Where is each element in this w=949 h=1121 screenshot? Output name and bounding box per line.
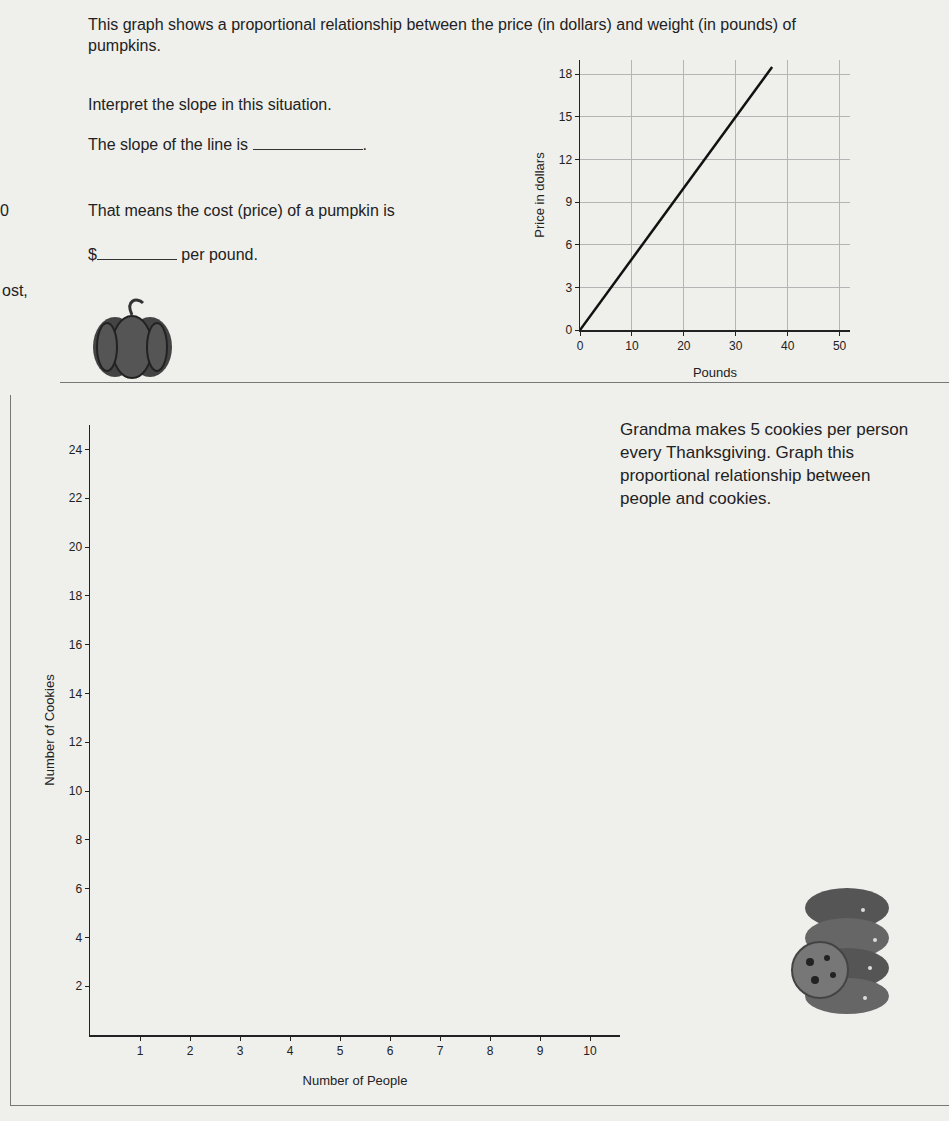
svg-text:16: 16 <box>69 638 83 652</box>
html-text:That means the cost (price) of: That means the cost (price) of a pumpkin… <box>88 202 395 219</box>
svg-text:10: 10 <box>625 339 639 353</box>
html-text:Interpret the slope in this si: Interpret the slope in this situation. <box>88 96 332 113</box>
svg-text:10: 10 <box>583 1044 597 1058</box>
svg-text:0: 0 <box>565 323 572 337</box>
svg-text:18: 18 <box>69 589 83 603</box>
svg-text:20: 20 <box>69 540 83 554</box>
svg-text:9: 9 <box>537 1044 544 1058</box>
html-text:per pound.: per pound. <box>181 246 258 263</box>
svg-text:10: 10 <box>69 784 83 798</box>
svg-text:8: 8 <box>75 833 82 847</box>
svg-text:4: 4 <box>75 931 82 945</box>
svg-text:20: 20 <box>677 339 691 353</box>
svg-text:30: 30 <box>729 339 743 353</box>
svg-text:5: 5 <box>337 1044 344 1058</box>
html-text:Grandma makes 5 cookies per pe: Grandma makes 5 cookies per person every… <box>620 420 909 508</box>
svg-text:Price in dollars: Price in dollars <box>532 152 547 238</box>
svg-text:2: 2 <box>187 1044 194 1058</box>
svg-text:8: 8 <box>487 1044 494 1058</box>
svg-text:7: 7 <box>437 1044 444 1058</box>
svg-text:50: 50 <box>833 339 847 353</box>
svg-text:4: 4 <box>287 1044 294 1058</box>
svg-text:Number of Cookies: Number of Cookies <box>42 674 57 786</box>
svg-text:0: 0 <box>577 339 584 353</box>
html-text:The slope of the line is: The slope of the line is <box>88 136 249 153</box>
svg-text:12: 12 <box>559 153 573 167</box>
svg-text:Number of People: Number of People <box>303 1073 408 1088</box>
svg-text:1: 1 <box>137 1044 144 1058</box>
svg-text:12: 12 <box>69 735 83 749</box>
svg-text:15: 15 <box>559 110 573 124</box>
svg-text:2: 2 <box>75 979 82 993</box>
svg-text:22: 22 <box>69 491 83 505</box>
svg-text:14: 14 <box>69 687 83 701</box>
svg-text:9: 9 <box>565 195 572 209</box>
html-text:ost,: ost, <box>2 282 28 299</box>
html-text:This graph shows a proportiona: This graph shows a proportional relation… <box>88 16 796 54</box>
svg-text:18: 18 <box>559 67 573 81</box>
svg-text:3: 3 <box>565 281 572 295</box>
svg-text:Pounds: Pounds <box>693 365 738 380</box>
svg-text:6: 6 <box>565 238 572 252</box>
svg-text:40: 40 <box>781 339 795 353</box>
svg-text:3: 3 <box>237 1044 244 1058</box>
svg-text:6: 6 <box>387 1044 394 1058</box>
html-text:0: 0 <box>0 202 9 219</box>
svg-text:6: 6 <box>75 882 82 896</box>
svg-text:24: 24 <box>69 443 83 457</box>
